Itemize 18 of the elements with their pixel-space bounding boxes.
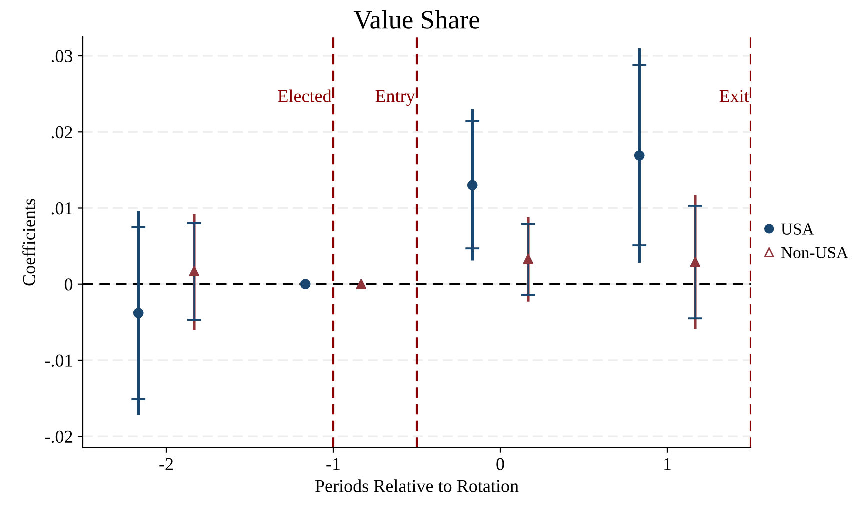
- legend-label: Non-USA: [781, 247, 848, 258]
- x-axis-title: Periods Relative to Rotation: [315, 480, 519, 492]
- x-tick-label: -2: [160, 458, 174, 470]
- y-tick-label: -.02: [45, 430, 72, 444]
- legend-label: USA: [781, 224, 814, 235]
- x-tick-label: -1: [326, 458, 340, 470]
- y-tick-label: .02: [52, 126, 72, 139]
- chart-title: Value Share: [354, 10, 480, 30]
- y-tick-label: .01: [52, 202, 72, 215]
- ref-line-label: Entry: [376, 90, 416, 106]
- ref-line-label: Exit: [720, 90, 750, 102]
- x-tick-label: 0: [496, 458, 504, 470]
- y-tick-label: 0: [64, 278, 73, 291]
- y-axis-title: Coefficients: [22, 199, 36, 286]
- x-tick-label: 1: [664, 458, 671, 470]
- y-tick-label: -.01: [45, 354, 72, 367]
- ref-line-label: Elected: [278, 90, 332, 102]
- y-tick-label: .03: [52, 50, 73, 63]
